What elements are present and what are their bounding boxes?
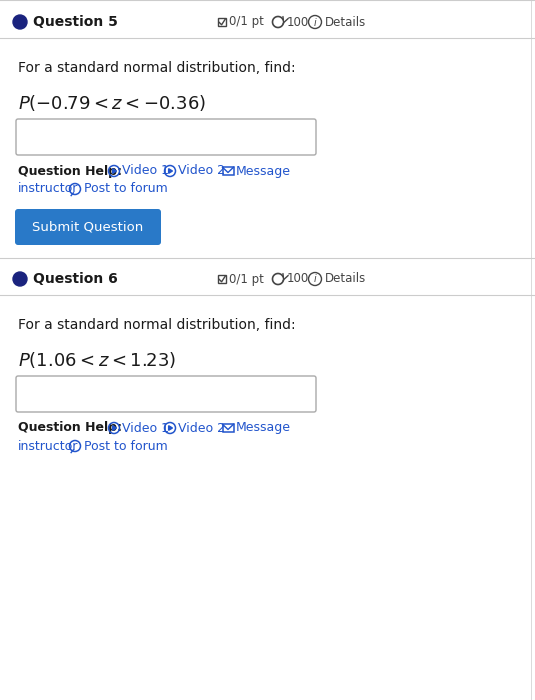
Text: Details: Details	[325, 272, 366, 286]
Text: Video 2: Video 2	[178, 164, 225, 178]
Text: instructor: instructor	[18, 183, 78, 195]
Text: Question 5: Question 5	[33, 15, 118, 29]
Text: i: i	[314, 274, 316, 284]
Text: Question 6: Question 6	[33, 272, 118, 286]
Text: $\mathit{P}(-0.79 < \mathit{z} < -0.36)$: $\mathit{P}(-0.79 < \mathit{z} < -0.36)$	[18, 93, 206, 113]
Polygon shape	[169, 169, 172, 174]
Text: Video 2: Video 2	[178, 421, 225, 435]
Text: Details: Details	[325, 15, 366, 29]
FancyBboxPatch shape	[16, 119, 316, 155]
Text: Post to forum: Post to forum	[84, 440, 168, 452]
Text: Question Help:: Question Help:	[18, 164, 122, 178]
Text: 100: 100	[287, 272, 309, 286]
Text: For a standard normal distribution, find:: For a standard normal distribution, find…	[18, 318, 296, 332]
Text: Post to forum: Post to forum	[84, 183, 168, 195]
FancyBboxPatch shape	[15, 209, 161, 245]
Text: 100: 100	[287, 15, 309, 29]
Polygon shape	[113, 426, 117, 430]
Polygon shape	[169, 426, 172, 430]
Text: Video 1: Video 1	[122, 164, 169, 178]
Text: instructor: instructor	[18, 440, 78, 452]
Text: Question Help:: Question Help:	[18, 421, 122, 435]
Text: 0/1 pt: 0/1 pt	[229, 272, 264, 286]
Text: i: i	[314, 18, 316, 27]
Polygon shape	[113, 169, 117, 174]
Text: For a standard normal distribution, find:: For a standard normal distribution, find…	[18, 61, 296, 75]
Text: Message: Message	[236, 164, 291, 178]
FancyBboxPatch shape	[16, 376, 316, 412]
Text: $\mathit{P}(1.06 < \mathit{z} < 1.23)$: $\mathit{P}(1.06 < \mathit{z} < 1.23)$	[18, 350, 176, 370]
Circle shape	[13, 272, 27, 286]
Text: Submit Question: Submit Question	[33, 220, 143, 234]
Text: 0/1 pt: 0/1 pt	[229, 15, 264, 29]
Text: Video 1: Video 1	[122, 421, 169, 435]
Circle shape	[13, 15, 27, 29]
Text: Message: Message	[236, 421, 291, 435]
